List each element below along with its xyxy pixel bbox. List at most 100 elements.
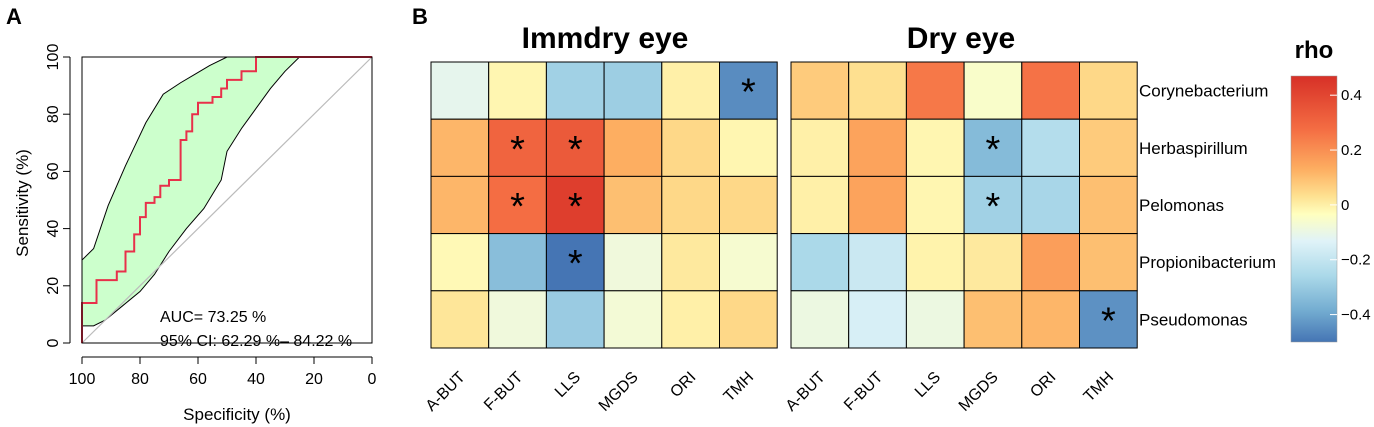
heatmap-cell <box>963 61 1023 120</box>
heatmap-cell <box>661 61 720 120</box>
heatmap-cell <box>1079 233 1138 292</box>
heatmap-cell <box>719 233 778 292</box>
heatmap-cell <box>430 61 490 120</box>
heatmap-column-label: LLS <box>552 369 584 401</box>
heatmap-cell <box>1021 118 1080 177</box>
legend-tick-label: 0.4 <box>1341 87 1362 104</box>
heatmap-column-label: F-BUT <box>841 369 886 414</box>
heatmap-cell <box>719 175 778 235</box>
heatmap-cell <box>1079 61 1138 120</box>
heatmap-column-label: ORI <box>1027 369 1059 401</box>
heatmap-row-label: Corynebacterium <box>1139 82 1268 101</box>
heatmap-cell <box>905 233 965 292</box>
heatmap-cell <box>848 118 907 177</box>
heatmap-cell <box>790 233 850 292</box>
heatmap-cell <box>603 233 663 292</box>
roc-y-tick-label: 40 <box>45 220 62 238</box>
heatmap-cell <box>905 175 965 235</box>
panel-a-label: A <box>6 4 22 29</box>
heatmap-cell <box>661 233 720 292</box>
legend-tick-label: −0.4 <box>1341 307 1371 324</box>
heatmap-cell <box>545 175 605 235</box>
heatmap-cell <box>905 61 965 120</box>
heatmap-cell <box>790 61 850 120</box>
roc-x-tick-label: 0 <box>368 371 377 388</box>
heatmap-cell <box>545 233 605 292</box>
heatmap-title-immdry: Immdry eye <box>522 22 689 55</box>
significance-star: * <box>741 72 756 114</box>
roc-plot-frame <box>81 56 373 344</box>
heatmap-cell <box>430 290 490 349</box>
roc-x-tick-label: 20 <box>305 371 323 388</box>
roc-y-axis-label: Sensitivity (%) <box>13 149 32 257</box>
roc-y-tick-label: 80 <box>45 105 62 123</box>
heatmap-row-label: Propionibacterium <box>1139 253 1276 272</box>
auc-annotation: AUC= 73.25 % <box>160 309 266 326</box>
heatmap-cell <box>430 233 490 292</box>
roc-curve <box>81 56 372 343</box>
roc-ci-band <box>82 57 372 326</box>
heatmap-chart: Immdry eye Dry eye * * * * * * * * * A-BUT F-BUT L… <box>423 22 1371 415</box>
heatmap-cell <box>905 118 965 177</box>
heatmap-cell <box>488 233 547 292</box>
panel-b-label: B <box>412 4 428 29</box>
heatmap-cell <box>790 118 850 177</box>
heatmap-column-label: A-BUT <box>783 369 829 415</box>
roc-lines <box>81 56 373 344</box>
heatmap-column-label: A-BUT <box>423 369 469 415</box>
chance-diagonal <box>81 56 373 344</box>
heatmap-cell <box>1079 175 1138 235</box>
roc-y-tick-label: 100 <box>45 44 62 71</box>
significance-star: * <box>568 186 583 228</box>
heatmap-row-label: Herbaspirillum <box>1139 139 1248 158</box>
roc-x-tick-label: 40 <box>247 371 265 388</box>
heatmap-column-label: LLS <box>912 369 944 401</box>
heatmap-cell <box>488 61 547 120</box>
roc-y-tick-label: 0 <box>45 338 62 347</box>
significance-star: * <box>986 129 1001 171</box>
heatmap-cell <box>848 233 907 292</box>
heatmap-title-dry: Dry eye <box>907 22 1015 55</box>
heatmap-cell <box>848 290 907 349</box>
heatmap-row-label: Pelomonas <box>1139 196 1224 215</box>
heatmap-cell <box>603 118 663 177</box>
roc-y-tick-label: 60 <box>45 162 62 180</box>
heatmap-cell <box>661 175 720 235</box>
significance-star: * <box>568 129 583 171</box>
heatmap-cell <box>661 118 720 177</box>
heatmap-cell <box>1079 118 1138 177</box>
heatmap-cell <box>488 290 547 349</box>
heatmap-cell <box>488 175 547 235</box>
legend-tick-label: 0.2 <box>1341 142 1362 159</box>
significance-star: * <box>510 186 525 228</box>
heatmap-cell <box>963 233 1023 292</box>
heatmap-row-label: Pseudomonas <box>1139 310 1248 329</box>
heatmap-cell <box>719 290 778 349</box>
significance-star: * <box>568 243 583 285</box>
heatmap-column-label: TMH <box>1081 369 1118 406</box>
roc-x-tick-label: 60 <box>189 371 207 388</box>
significance-star: * <box>986 186 1001 228</box>
heatmap-cell <box>430 175 490 235</box>
heatmap-cell <box>545 290 605 349</box>
heatmap-cell <box>963 118 1023 177</box>
heatmap-cell <box>603 61 663 120</box>
heatmap-column-label: ORI <box>667 369 699 401</box>
heatmap-cells: * * * * * * * * * <box>430 61 1138 349</box>
heatmap-cell <box>1021 233 1080 292</box>
legend-ticks: 0.4 0.2 0 −0.2 −0.4 <box>1330 87 1371 324</box>
heatmap-cell <box>790 175 850 235</box>
heatmap-column-label: MGDS <box>596 369 642 415</box>
heatmap-cell <box>545 118 605 177</box>
roc-x-axis-label: Specificity (%) <box>183 405 291 424</box>
heatmap-cell <box>905 290 965 349</box>
heatmap-cell <box>603 175 663 235</box>
significance-star: * <box>1101 300 1116 342</box>
heatmap-cell <box>1079 290 1138 349</box>
heatmap-cell <box>603 290 663 349</box>
heatmap-cell <box>963 175 1023 235</box>
heatmap-cell <box>848 61 907 120</box>
roc-chart: 100 80 60 40 20 0 0 20 40 60 80 100 Specificity (%)… <box>13 44 377 424</box>
heatmap-column-label: TMH <box>721 369 758 406</box>
